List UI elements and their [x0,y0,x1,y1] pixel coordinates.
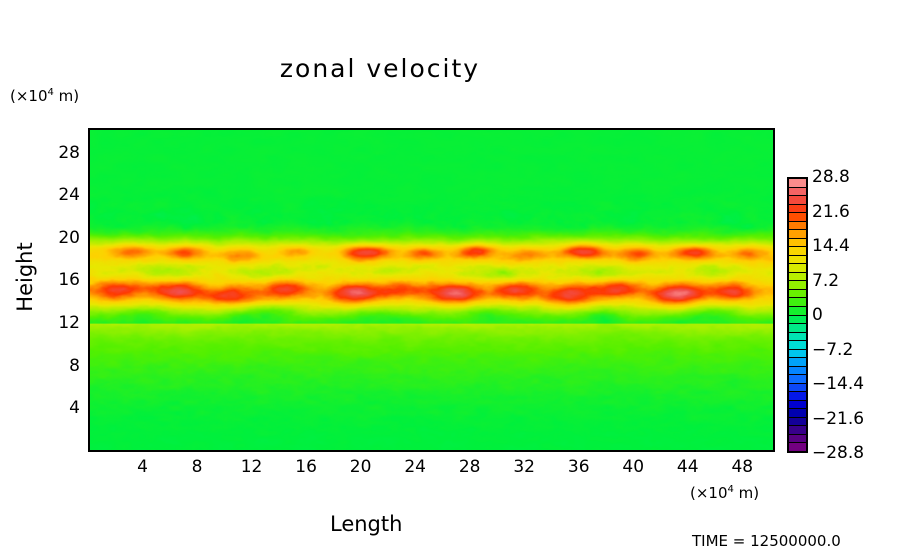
colorbar-band [789,264,806,273]
y-tick-label: 16 [58,270,80,291]
y-tick-label: 4 [69,398,80,419]
y-tick-label: 24 [58,185,80,206]
x-tick-label: 16 [295,457,317,477]
colorbar-band [789,272,806,282]
y-tick-label: 28 [58,142,80,163]
colorbar-band [789,383,806,393]
zonal-velocity-heatmap [90,130,773,450]
colorbar-tick-label: 14.4 [812,236,850,256]
x-tick-label: 8 [191,457,203,477]
x-axis-title: Length [330,512,403,536]
x-tick-label: 48 [731,457,754,477]
colorbar-band [789,187,806,197]
page-title: zonal velocity [279,54,481,83]
x-tick-label: 36 [567,457,590,477]
y-axis-title: Height [13,242,37,312]
colorbar-band [789,255,806,265]
colorbar-band [789,324,806,333]
x-axis-unit-text: (×104 m) [690,484,760,502]
x-tick-label: 44 [676,457,699,477]
colorbar-band [789,196,806,205]
colorbar-band [789,213,806,222]
x-axis-ticks: 4 8 12 16 20 24 28 32 36 40 44 48 [88,459,775,481]
x-tick-label: 40 [622,457,645,477]
colorbar-band [789,238,806,248]
colorbar-band [789,315,806,325]
colorbar-band [789,400,806,410]
colorbar-band [789,349,806,359]
x-tick-label: 28 [458,457,481,477]
colorbar-band [789,332,806,342]
x-axis-unit-label: (×104 m) [690,484,759,502]
colorbar-tick-labels: 28.8 21.6 14.4 7.2 0 −7.2 −14.4 −21.6 −28.8 [812,169,902,462]
colorbar-tick-label: −14.4 [812,374,865,394]
colorbar-tick-label: 7.2 [812,270,840,291]
colorbar-tick-label: 21.6 [812,201,850,222]
y-axis-ticks: 4 8 12 16 20 24 28 [38,128,80,452]
colorbar-band [789,298,806,307]
colorbar[interactable] [787,177,808,453]
y-axis-unit-label: (×104 m) [10,87,79,105]
colorbar-band [789,366,806,376]
colorbar-band [789,443,806,451]
y-axis-unit-text: (×104 m) [10,87,80,105]
time-readout: TIME = 12500000.0 [692,532,841,550]
colorbar-band [789,375,806,384]
colorbar-tick-label: −28.8 [812,443,865,463]
colorbar-band [789,409,806,418]
x-tick-label: 32 [513,457,535,477]
colorbar-tick-label: 28.8 [812,167,850,187]
colorbar-band [789,204,806,214]
x-tick-label: 12 [240,457,263,477]
colorbar-band [789,417,806,427]
x-tick-label: 4 [137,457,148,477]
colorbar-band [789,289,806,299]
y-tick-label: 12 [58,313,80,334]
y-tick-label: 8 [69,355,80,376]
colorbar-band [789,281,806,290]
colorbar-band [789,306,806,316]
colorbar-band [789,221,806,231]
colorbar-tick-label: −7.2 [812,339,854,360]
colorbar-band [789,392,806,401]
x-tick-label: 20 [349,457,372,477]
colorbar-band [789,358,806,367]
colorbar-band [789,230,806,239]
y-tick-label: 20 [58,227,80,248]
colorbar-band [789,179,806,188]
colorbar-band [789,247,806,256]
colorbar-band [789,341,806,350]
colorbar-band [789,426,806,435]
colorbar-tick-label: −21.6 [812,408,865,429]
colorbar-tick-label: 0 [812,305,823,325]
heatmap-plot-area[interactable] [88,128,775,452]
colorbar-band [789,434,806,444]
x-tick-label: 24 [404,457,426,477]
